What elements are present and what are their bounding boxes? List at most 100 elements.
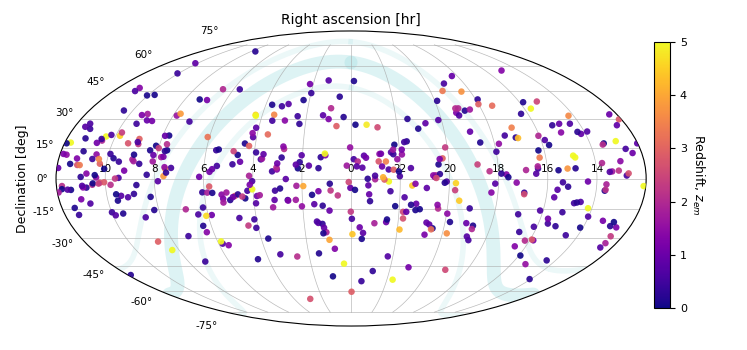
Point (341, 163, 353, 168)
Point (112, 198, 124, 203)
Point (247, 134, 259, 140)
Point (216, 192, 228, 197)
Point (296, 153, 308, 158)
Point (58, 151, 69, 157)
Point (210, 147, 222, 153)
Point (491, 149, 503, 154)
Point (152, 145, 164, 151)
Point (394, 173, 406, 179)
Point (239, 196, 251, 201)
Point (159, 166, 171, 172)
Point (314, 154, 326, 160)
Point (147, 152, 159, 158)
Point (562, 113, 574, 119)
Point (541, 258, 553, 263)
Point (65, 187, 77, 193)
Point (429, 174, 441, 180)
Point (369, 173, 381, 178)
Point (61, 187, 73, 192)
Point (444, 219, 456, 225)
Point (258, 152, 270, 157)
Point (96, 138, 108, 144)
Point (312, 188, 324, 194)
Point (598, 141, 610, 146)
Point (433, 162, 444, 167)
Point (486, 190, 498, 195)
Point (271, 161, 283, 166)
Point (499, 133, 511, 138)
Point (513, 229, 525, 235)
Point (409, 207, 421, 213)
Point (436, 155, 448, 161)
Point (118, 108, 130, 113)
Point (562, 166, 574, 172)
Point (347, 231, 359, 237)
Point (71, 162, 83, 168)
Point (345, 209, 357, 215)
Point (313, 251, 325, 256)
Point (530, 171, 542, 176)
Point (106, 209, 118, 215)
Point (278, 146, 290, 152)
Point (349, 187, 361, 192)
Point (161, 141, 173, 147)
Point (543, 142, 555, 148)
Point (249, 49, 261, 54)
Point (380, 219, 392, 225)
Point (363, 191, 375, 197)
Point (110, 212, 122, 218)
Point (247, 178, 258, 184)
Point (84, 121, 96, 126)
Point (569, 155, 581, 160)
Point (344, 145, 356, 150)
Point (200, 213, 212, 219)
Point (205, 212, 217, 218)
Point (518, 191, 530, 197)
Point (90, 152, 102, 157)
Point (338, 261, 350, 266)
Point (217, 200, 229, 205)
Point (434, 171, 446, 177)
Point (152, 239, 164, 244)
Point (306, 192, 318, 198)
Point (262, 132, 274, 137)
Point (303, 163, 314, 168)
Point (425, 226, 437, 232)
Point (277, 144, 289, 149)
Point (597, 218, 609, 224)
Point (515, 253, 527, 258)
Point (61, 152, 72, 158)
Point (145, 194, 157, 200)
Point (140, 172, 152, 177)
Point (409, 181, 421, 187)
Point (76, 183, 88, 189)
Point (568, 201, 580, 206)
Point (533, 133, 545, 139)
Point (110, 191, 122, 197)
Point (381, 217, 393, 222)
Point (217, 86, 229, 92)
Point (600, 187, 612, 192)
Point (228, 148, 240, 154)
Point (610, 225, 622, 230)
Point (356, 165, 368, 170)
Point (388, 142, 400, 148)
Point (564, 121, 576, 126)
Point (362, 183, 374, 188)
Point (249, 217, 261, 222)
Point (152, 178, 164, 184)
Point (249, 113, 261, 119)
Point (217, 241, 229, 246)
Point (604, 112, 616, 117)
Point (453, 198, 465, 203)
Point (317, 231, 329, 236)
Point (84, 126, 96, 132)
Point (400, 139, 412, 144)
Point (431, 98, 443, 104)
Point (201, 97, 213, 103)
Point (506, 125, 518, 131)
Point (144, 148, 156, 153)
Point (346, 216, 358, 222)
Point (296, 203, 308, 209)
Point (73, 212, 85, 218)
